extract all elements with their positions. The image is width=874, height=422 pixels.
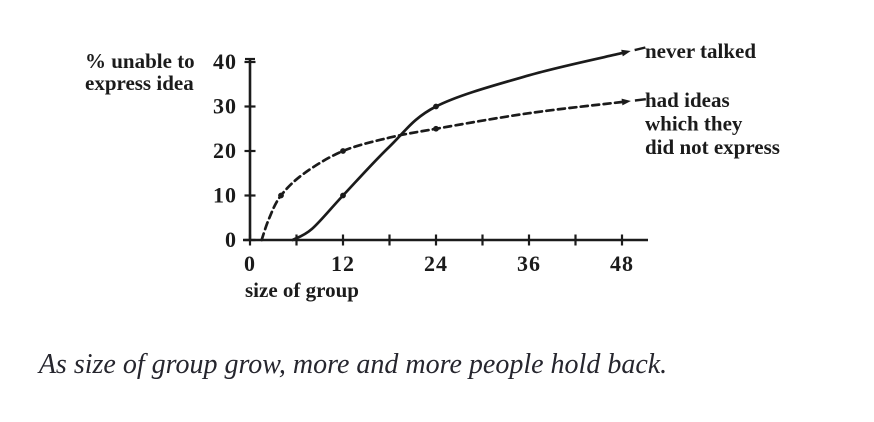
data-point-marker <box>340 148 346 154</box>
series-never-talked: never talked <box>291 39 756 242</box>
line-end-arrow-icon <box>621 98 631 106</box>
x-axis: 0 12 24 36 48 size of group <box>243 234 648 302</box>
arrow-trailing-dash <box>634 98 646 102</box>
x-tick-label: 36 <box>517 251 541 276</box>
series-label-never-talked: never talked <box>645 39 756 63</box>
y-tick-label: 0 <box>225 227 237 252</box>
data-point-marker <box>278 192 284 199</box>
data-point-marker <box>433 103 439 110</box>
data-point-marker <box>340 192 346 199</box>
series-label-had-ideas: had ideas <box>645 88 730 112</box>
y-tick-label: 30 <box>213 94 237 119</box>
x-tick-label: 12 <box>331 251 355 276</box>
x-tick-label: 48 <box>610 251 634 276</box>
x-tick-label: 24 <box>424 251 448 276</box>
chart-container: 0 10 20 30 40 % unable to express idea 0 12 24 36 4… <box>85 39 780 302</box>
x-axis-title: size of group <box>245 278 359 302</box>
series-line-dashed <box>260 100 624 242</box>
series-label-had-ideas: did not express <box>645 135 780 159</box>
line-end-arrow-icon <box>621 49 631 57</box>
data-point-marker <box>433 125 439 132</box>
arrow-trailing-dash <box>634 46 646 52</box>
y-tick-label: 20 <box>213 138 237 163</box>
series-line-solid <box>291 51 624 242</box>
figure-caption: As size of group grow, more and more peo… <box>38 349 668 380</box>
y-axis-title-line: express idea <box>85 71 194 95</box>
y-tick-label: 40 <box>213 49 237 74</box>
y-tick-label: 10 <box>213 183 237 208</box>
y-axis: 0 10 20 30 40 <box>213 49 256 252</box>
y-axis-title-line: % unable to <box>85 49 195 73</box>
x-tick-label: 0 <box>244 251 256 276</box>
series-label-had-ideas: which they <box>645 112 743 136</box>
